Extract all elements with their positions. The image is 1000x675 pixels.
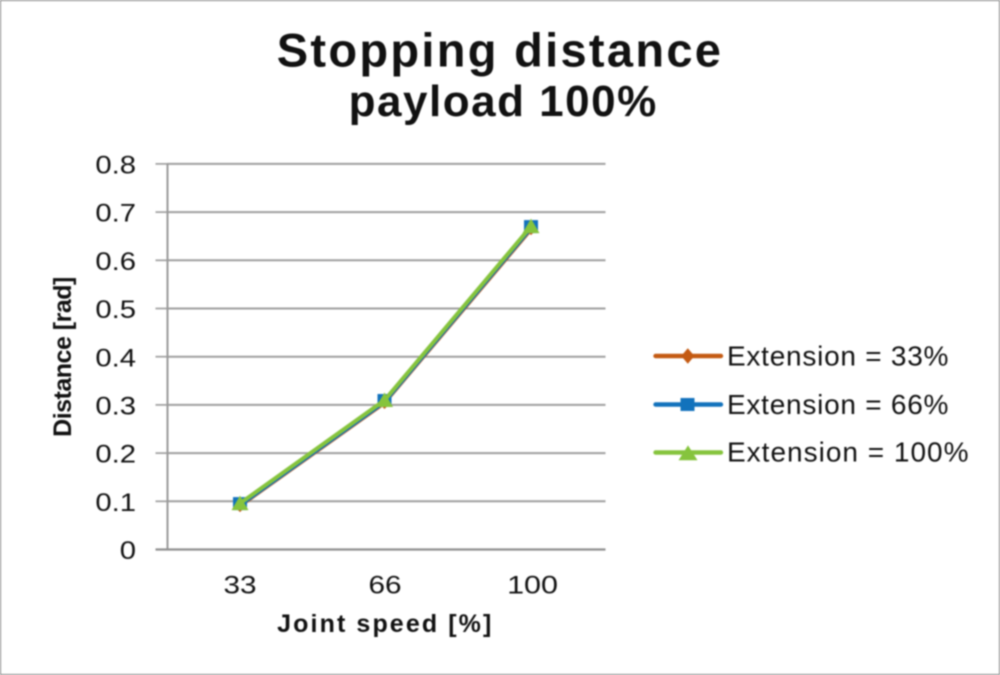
svg-text:33: 33 — [223, 571, 256, 599]
svg-text:0.8: 0.8 — [95, 151, 136, 179]
svg-text:100: 100 — [507, 571, 558, 599]
svg-text:0.6: 0.6 — [95, 247, 136, 275]
svg-text:0.4: 0.4 — [95, 343, 136, 371]
svg-text:66: 66 — [368, 571, 401, 599]
svg-text:0.5: 0.5 — [95, 295, 136, 323]
svg-text:Distance [rad]: Distance [rad] — [49, 277, 77, 437]
svg-text:Extension = 33%: Extension = 33% — [727, 341, 949, 372]
svg-text:Extension = 66%: Extension = 66% — [727, 389, 949, 420]
svg-text:0.2: 0.2 — [95, 440, 136, 468]
svg-text:0.1: 0.1 — [95, 488, 136, 516]
svg-text:0.7: 0.7 — [95, 199, 136, 227]
svg-text:payload 100%: payload 100% — [349, 77, 658, 126]
svg-text:Extension = 100%: Extension = 100% — [727, 437, 970, 468]
svg-text:0: 0 — [120, 536, 136, 564]
svg-text:Joint speed [%]: Joint speed [%] — [277, 610, 493, 638]
svg-text:Stopping distance: Stopping distance — [277, 24, 723, 77]
svg-text:0.3: 0.3 — [95, 392, 136, 420]
